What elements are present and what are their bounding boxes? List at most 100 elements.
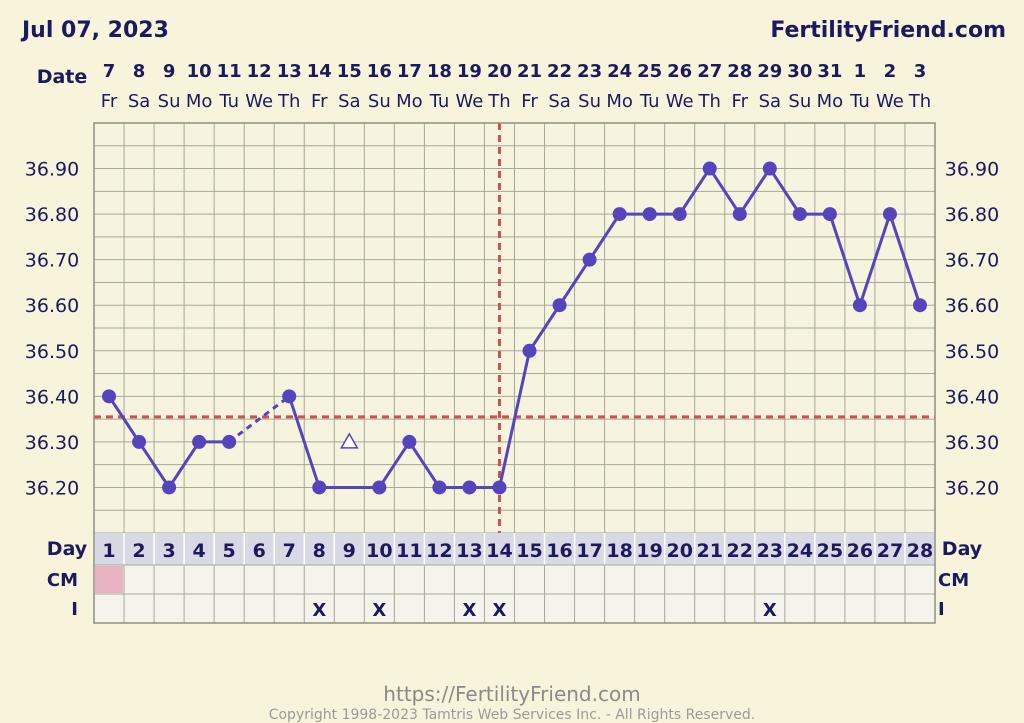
footer-url[interactable]: https://FertilityFriend.com xyxy=(383,682,641,706)
date-label: 12 xyxy=(247,61,272,82)
cycle-day-label: 4 xyxy=(193,540,206,562)
intercourse-mark: X xyxy=(763,600,777,621)
temperature-point xyxy=(642,207,657,222)
temperature-point xyxy=(372,480,387,495)
weekday-label: Mo xyxy=(817,91,844,112)
date-label: 21 xyxy=(517,61,542,82)
cycle-day-label: 16 xyxy=(546,540,572,562)
date-label: 14 xyxy=(307,61,332,82)
weekday-label: Tu xyxy=(429,91,450,112)
y-tick-label-left: 36.70 xyxy=(25,250,79,272)
weekday-label: Fr xyxy=(101,91,118,112)
y-tick-label-right: 36.30 xyxy=(945,432,999,454)
weekday-label: We xyxy=(456,91,484,112)
temperature-line-segment xyxy=(228,395,291,444)
y-tick-label-right: 36.50 xyxy=(945,341,999,363)
weekday-label: Th xyxy=(698,91,721,112)
temperature-point xyxy=(732,207,747,222)
cycle-day-label: 27 xyxy=(877,540,903,562)
temperature-point xyxy=(582,252,597,267)
weekday-label: Tu xyxy=(639,91,660,112)
temperature-point xyxy=(402,434,417,449)
temperature-point xyxy=(492,480,507,495)
date-label: 7 xyxy=(103,61,116,82)
date-label: 2 xyxy=(884,61,897,82)
cycle-day-label: 25 xyxy=(817,540,843,562)
weekday-label: Tu xyxy=(218,91,239,112)
footer-copyright: Copyright 1998-2023 Tamtris Web Services… xyxy=(268,707,756,723)
cycle-day-label: 3 xyxy=(162,540,175,562)
temperature-point xyxy=(282,389,297,404)
intercourse-mark: X xyxy=(463,600,477,621)
date-label: 30 xyxy=(787,61,812,82)
temperature-point xyxy=(132,434,147,449)
date-label: 23 xyxy=(577,61,602,82)
cycle-day-label: 23 xyxy=(757,540,783,562)
cycle-day-label: 10 xyxy=(366,540,392,562)
date-label: 9 xyxy=(163,61,176,82)
weekday-label: Th xyxy=(908,91,931,112)
temperature-point xyxy=(312,480,327,495)
intercourse-mark: X xyxy=(372,600,386,621)
y-tick-label-left: 36.90 xyxy=(25,159,79,181)
temperature-line-segment xyxy=(378,441,411,489)
weekday-label: Tu xyxy=(849,91,870,112)
temperature-point xyxy=(882,207,897,222)
weekday-label: Su xyxy=(368,91,391,112)
temperature-line-segment xyxy=(287,395,321,488)
y-tick-label-right: 36.60 xyxy=(945,295,999,317)
cycle-day-label: 1 xyxy=(102,540,115,562)
cycle-day-label: 22 xyxy=(727,540,753,562)
day-row-label-left: Day xyxy=(47,538,88,560)
observation-row-label-right: CM xyxy=(938,570,969,591)
cycle-day-label: 15 xyxy=(516,540,542,562)
cycle-day-label: 6 xyxy=(253,540,266,562)
cycle-day-label: 13 xyxy=(456,540,482,562)
temperature-line-segment xyxy=(558,258,591,307)
temperature-line-segment xyxy=(768,167,802,215)
temperature-line-segment xyxy=(888,213,922,306)
y-tick-label-left: 36.50 xyxy=(25,341,79,363)
temperature-line-segment xyxy=(738,167,772,215)
weekday-label: Mo xyxy=(396,91,423,112)
temperature-line-segment xyxy=(828,213,862,306)
weekday-label: We xyxy=(245,91,273,112)
temperature-line-segment xyxy=(498,350,531,488)
date-label: 20 xyxy=(487,61,512,82)
temperature-point xyxy=(432,480,447,495)
y-tick-label-right: 36.20 xyxy=(945,477,999,499)
weekday-label: Mo xyxy=(606,91,633,112)
temperature-point xyxy=(702,161,717,176)
date-label: 22 xyxy=(547,61,572,82)
weekday-label: We xyxy=(666,91,694,112)
y-tick-label-right: 36.70 xyxy=(945,250,999,272)
cycle-day-label: 8 xyxy=(313,540,326,562)
date-label: 24 xyxy=(607,61,632,82)
cycle-day-label: 28 xyxy=(907,540,933,562)
temperature-line-segment xyxy=(858,213,892,306)
y-tick-label-right: 36.90 xyxy=(945,159,999,181)
temperature-point xyxy=(852,298,867,313)
cycle-day-label: 19 xyxy=(636,540,662,562)
temperature-point xyxy=(462,480,477,495)
y-tick-label-left: 36.80 xyxy=(25,204,79,226)
bbt-chart: 36.90 36.90 36.80 36.80 36.70 36.70 36.60 36.60… xyxy=(25,61,999,624)
date-label: 19 xyxy=(457,61,482,82)
weekday-label: Th xyxy=(277,91,300,112)
temperature-point xyxy=(912,298,927,313)
cycle-day-label: 5 xyxy=(223,540,236,562)
cycle-day-label: 14 xyxy=(486,540,512,562)
discarded-temperature-point xyxy=(340,432,359,449)
temperature-line-segment xyxy=(708,167,742,215)
y-tick-label-left: 36.20 xyxy=(25,477,79,499)
cycle-day-label: 17 xyxy=(576,540,602,562)
temperature-line-segment xyxy=(528,304,561,352)
temperature-point xyxy=(552,298,567,313)
temperature-line-segment xyxy=(137,441,171,489)
chart-border xyxy=(93,122,936,624)
temperature-line-segment xyxy=(408,441,441,489)
cycle-day-label: 7 xyxy=(283,540,296,562)
temperature-point xyxy=(522,343,537,358)
weekday-label: Sa xyxy=(338,91,360,112)
date-label: 13 xyxy=(277,61,302,82)
